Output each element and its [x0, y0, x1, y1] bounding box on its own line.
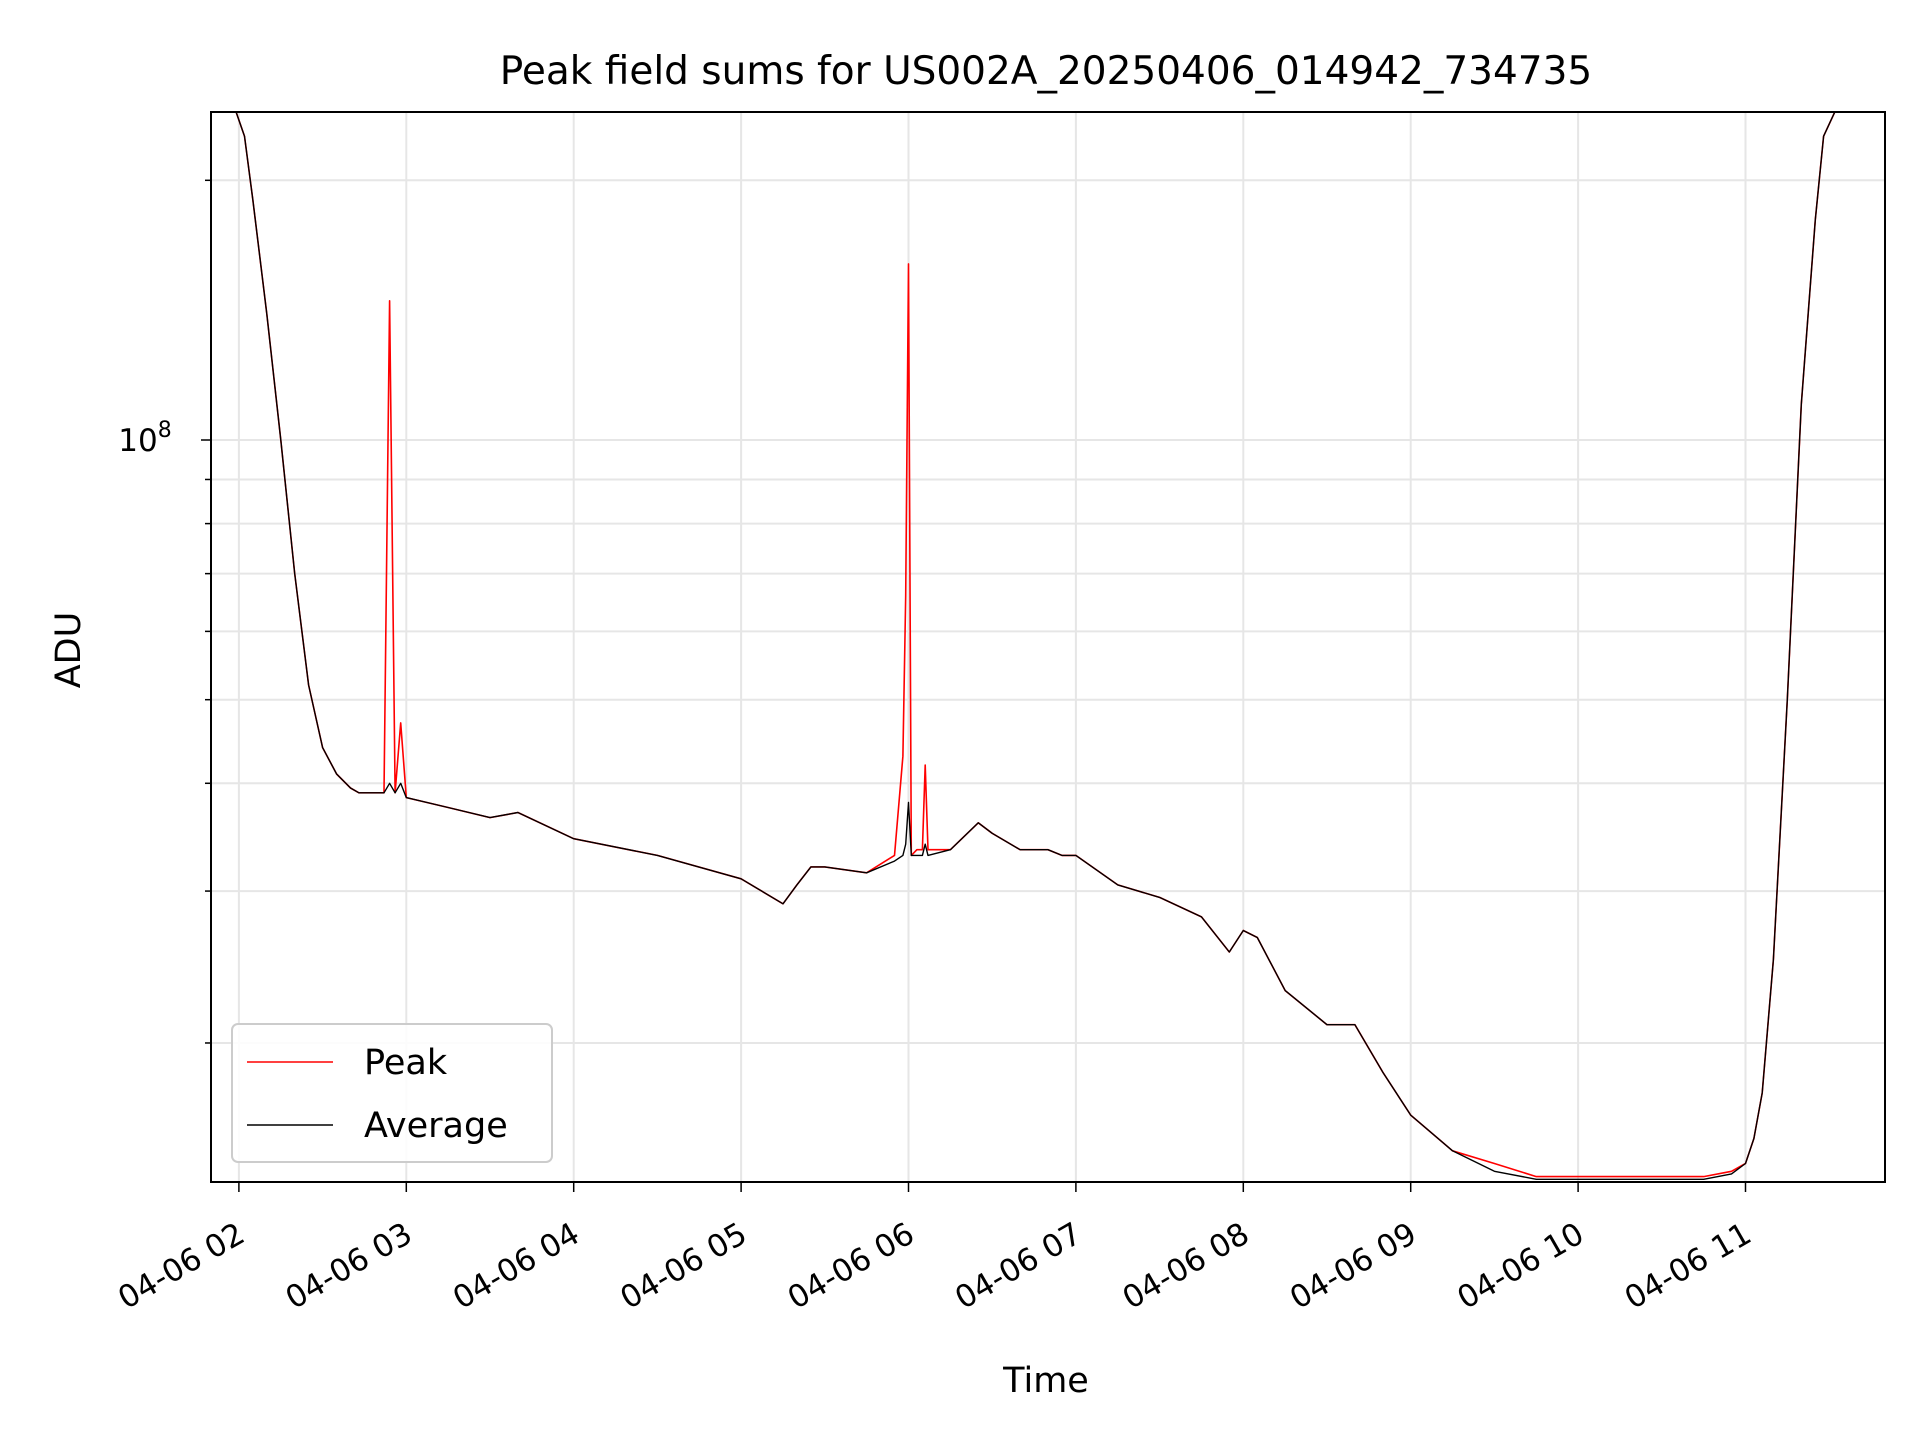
series-line-average [235, 112, 1858, 1181]
legend-box [231, 1023, 553, 1163]
x-axis-label: Time [1002, 1361, 1089, 1401]
legend-label-average: Average [364, 1106, 508, 1146]
chart-title: Peak field sums for US002A_20250406_0149… [500, 49, 1593, 94]
series-line-peak [235, 112, 1858, 1178]
y-tick-label: 108 [118, 418, 171, 459]
plot-frame [210, 111, 1886, 1183]
legend-label-peak: Peak [364, 1043, 448, 1083]
y-axis-ticks: 108 [118, 179, 211, 1044]
legend: Peak Average [231, 1023, 553, 1163]
y-axis-label: ADU [49, 612, 89, 689]
series-layer [235, 112, 1858, 1181]
